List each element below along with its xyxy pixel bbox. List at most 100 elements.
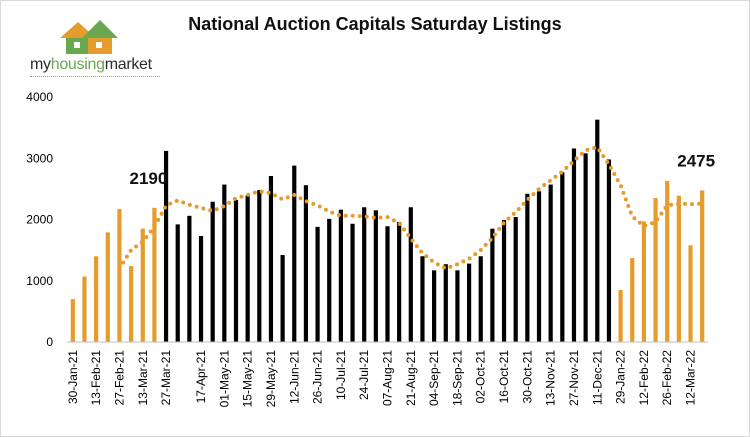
brand-logo: myhousingmarket xyxy=(30,16,170,86)
x-tick-label: 27-Mar-21 xyxy=(159,350,173,406)
bar xyxy=(641,221,646,342)
bar xyxy=(618,289,623,342)
x-tick-label: 21-Aug-21 xyxy=(404,350,418,406)
y-axis: 0 1000 2000 3000 4000 xyxy=(26,90,53,349)
bar xyxy=(257,190,262,342)
bar xyxy=(420,256,425,342)
bars xyxy=(70,119,705,342)
x-tick-label: 01-May-21 xyxy=(217,350,231,408)
x-tick-label: 13-Nov-21 xyxy=(544,350,558,406)
bar xyxy=(490,228,495,342)
bar xyxy=(571,148,577,342)
y-tick-label: 2000 xyxy=(26,213,53,227)
bar xyxy=(117,209,122,342)
bar xyxy=(501,220,507,342)
bar xyxy=(338,209,343,342)
x-tick-label: 10-Jul-21 xyxy=(334,350,348,400)
bar xyxy=(268,176,274,342)
bar xyxy=(198,236,204,342)
bar xyxy=(443,264,448,342)
trend-line-path xyxy=(117,144,705,271)
x-tick-label: 17-Apr-21 xyxy=(194,350,208,404)
bar xyxy=(408,207,413,342)
bar xyxy=(455,270,460,342)
bar xyxy=(362,207,367,342)
y-tick-label: 1000 xyxy=(26,274,53,288)
x-tick-label: 12-Mar-22 xyxy=(684,350,698,406)
bar xyxy=(606,159,612,342)
logo-wordmark: myhousingmarket xyxy=(30,56,152,73)
x-tick-label: 26-Feb-22 xyxy=(660,350,674,406)
x-tick-label: 27-Nov-21 xyxy=(567,350,581,406)
x-tick-label: 15-May-21 xyxy=(241,350,255,408)
value-annotation: 2475 xyxy=(677,151,715,170)
x-tick-label: 13-Mar-21 xyxy=(136,350,150,406)
bar xyxy=(432,270,437,342)
bar xyxy=(700,190,705,342)
bar xyxy=(688,245,693,342)
bar xyxy=(175,224,180,342)
bar xyxy=(82,276,87,342)
trend-line xyxy=(117,144,705,271)
bar xyxy=(245,195,250,342)
bar xyxy=(373,210,378,342)
x-tick-label: 12-Feb-22 xyxy=(637,350,651,406)
bar xyxy=(583,153,588,342)
bar xyxy=(676,195,681,342)
x-tick-label: 04-Sep-21 xyxy=(427,350,441,406)
bar xyxy=(466,263,472,342)
bar xyxy=(129,266,134,342)
bar xyxy=(105,232,110,342)
bar xyxy=(536,191,542,342)
x-tick-label: 29-Jan-22 xyxy=(614,350,628,404)
bar xyxy=(560,172,565,342)
bar xyxy=(350,223,355,342)
bar xyxy=(70,299,75,342)
x-tick-label: 26-Jun-21 xyxy=(311,350,325,404)
bar xyxy=(187,215,192,342)
y-tick-label: 4000 xyxy=(26,90,53,104)
bar xyxy=(525,193,530,342)
x-tick-label: 27-Feb-21 xyxy=(112,350,126,406)
bar xyxy=(653,198,658,342)
annotations: 2190 2475 xyxy=(129,151,715,187)
x-tick-label: 30-Jan-21 xyxy=(66,350,80,404)
bar xyxy=(280,255,285,342)
x-tick-label: 02-Oct-21 xyxy=(474,350,488,404)
logo-tagline xyxy=(30,76,160,80)
x-axis: 30-Jan-21 13-Feb-21 27-Feb-21 13-Mar-21 27-M… xyxy=(66,350,698,408)
bar xyxy=(292,165,297,342)
value-annotation: 2190 xyxy=(129,169,167,188)
x-tick-label: 11-Dec-21 xyxy=(590,350,604,405)
bar xyxy=(327,218,332,342)
chart-title: National Auction Capitals Saturday Listi… xyxy=(188,14,562,34)
bar xyxy=(397,221,402,342)
y-tick-label: 3000 xyxy=(26,151,53,165)
x-tick-label: 18-Sep-21 xyxy=(450,350,464,406)
bar xyxy=(152,207,157,342)
bar xyxy=(140,228,145,342)
bar xyxy=(94,256,99,342)
bar xyxy=(303,185,309,342)
bar xyxy=(222,184,227,342)
x-tick-label: 07-Aug-21 xyxy=(381,350,395,406)
x-tick-label: 29-May-21 xyxy=(264,350,278,408)
x-tick-label: 16-Oct-21 xyxy=(497,350,511,404)
bar xyxy=(210,201,215,342)
bar xyxy=(595,119,600,342)
x-tick-label: 24-Jul-21 xyxy=(357,350,371,400)
bar xyxy=(233,199,239,342)
x-tick-label: 12-Jun-21 xyxy=(287,350,301,404)
bar xyxy=(665,180,670,342)
bar xyxy=(548,184,553,342)
bar xyxy=(630,258,635,342)
bar xyxy=(513,217,518,342)
bar xyxy=(315,226,320,342)
x-tick-label: 30-Oct-21 xyxy=(520,350,534,404)
bar xyxy=(478,256,483,342)
bar xyxy=(385,226,390,342)
bar xyxy=(163,150,169,342)
house-logo-icon xyxy=(60,20,118,54)
y-tick-label: 0 xyxy=(46,335,53,349)
